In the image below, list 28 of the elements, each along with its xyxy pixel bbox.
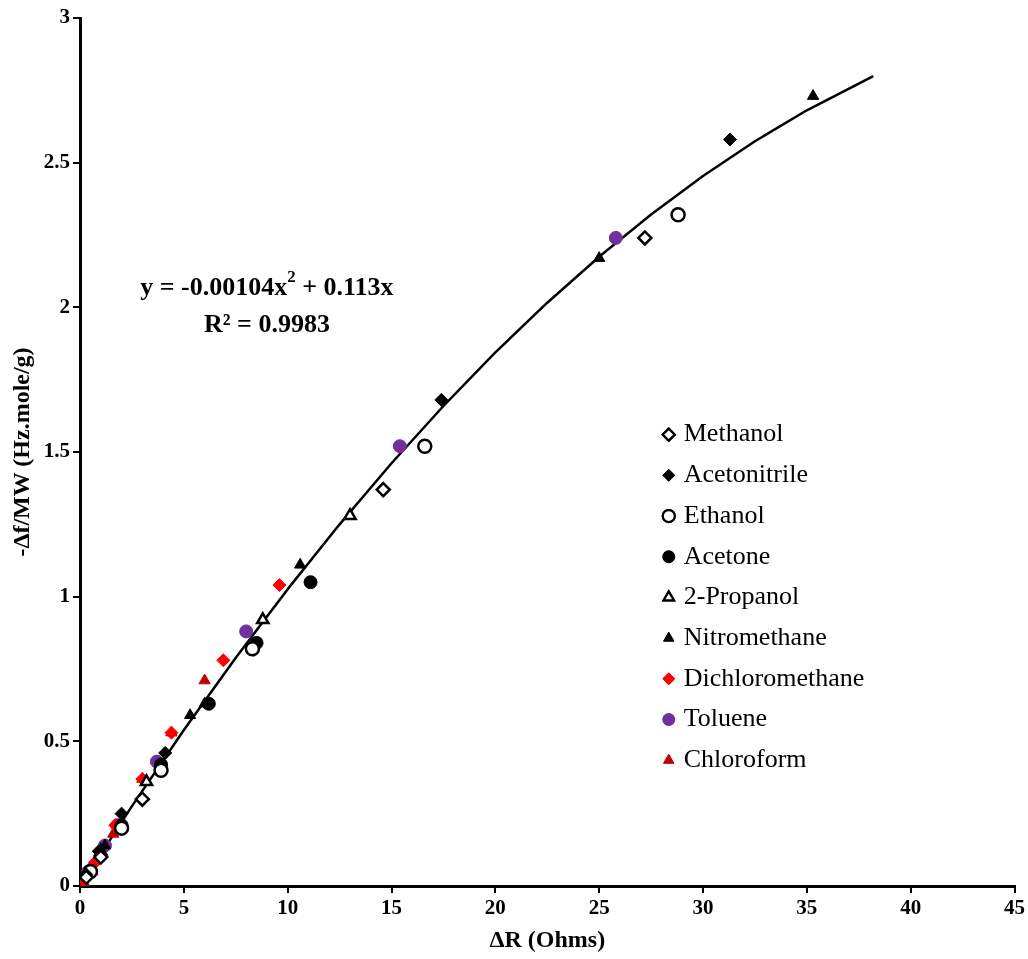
y-tick-label: 2.5 xyxy=(43,149,71,174)
x-tick-label: 45 xyxy=(1004,895,1025,920)
x-tick-label: 20 xyxy=(484,895,506,920)
legend-label: Dichloromethane xyxy=(683,662,865,692)
legend-label: Toluene xyxy=(683,703,768,733)
x-axis-title: ΔR (Ohms) xyxy=(489,925,606,952)
x-tick-label: 35 xyxy=(796,895,818,920)
x-tick-label: 5 xyxy=(178,895,190,920)
legend-label: Methanol xyxy=(683,418,784,448)
y-tick-label: 0.5 xyxy=(43,727,71,752)
x-tick-label: 10 xyxy=(277,895,299,920)
y-axis-title: -Δf/MW (Hz.mole/g) xyxy=(7,347,34,557)
y-tick-label: 2 xyxy=(59,293,71,318)
legend-label: Acetone xyxy=(683,540,771,570)
legend-label: Chloroform xyxy=(683,744,807,774)
y-tick-label: 1 xyxy=(59,583,71,608)
x-tick-label: 30 xyxy=(692,895,714,920)
y-tick-label: 0 xyxy=(59,872,71,897)
legend-label: Acetonitrile xyxy=(683,459,808,489)
x-tick-label: 40 xyxy=(900,895,922,920)
x-tick-label: 15 xyxy=(381,895,403,920)
x-tick-label: 25 xyxy=(588,895,610,920)
y-tick-label: 3 xyxy=(59,4,71,29)
legend-label: Ethanol xyxy=(683,499,765,529)
y-tick-label: 1.5 xyxy=(43,438,71,463)
annotation: R² = 0.9983 xyxy=(204,308,330,338)
legend-label: 2-Propanol xyxy=(683,581,800,611)
legend-label: Nitromethane xyxy=(683,621,827,651)
